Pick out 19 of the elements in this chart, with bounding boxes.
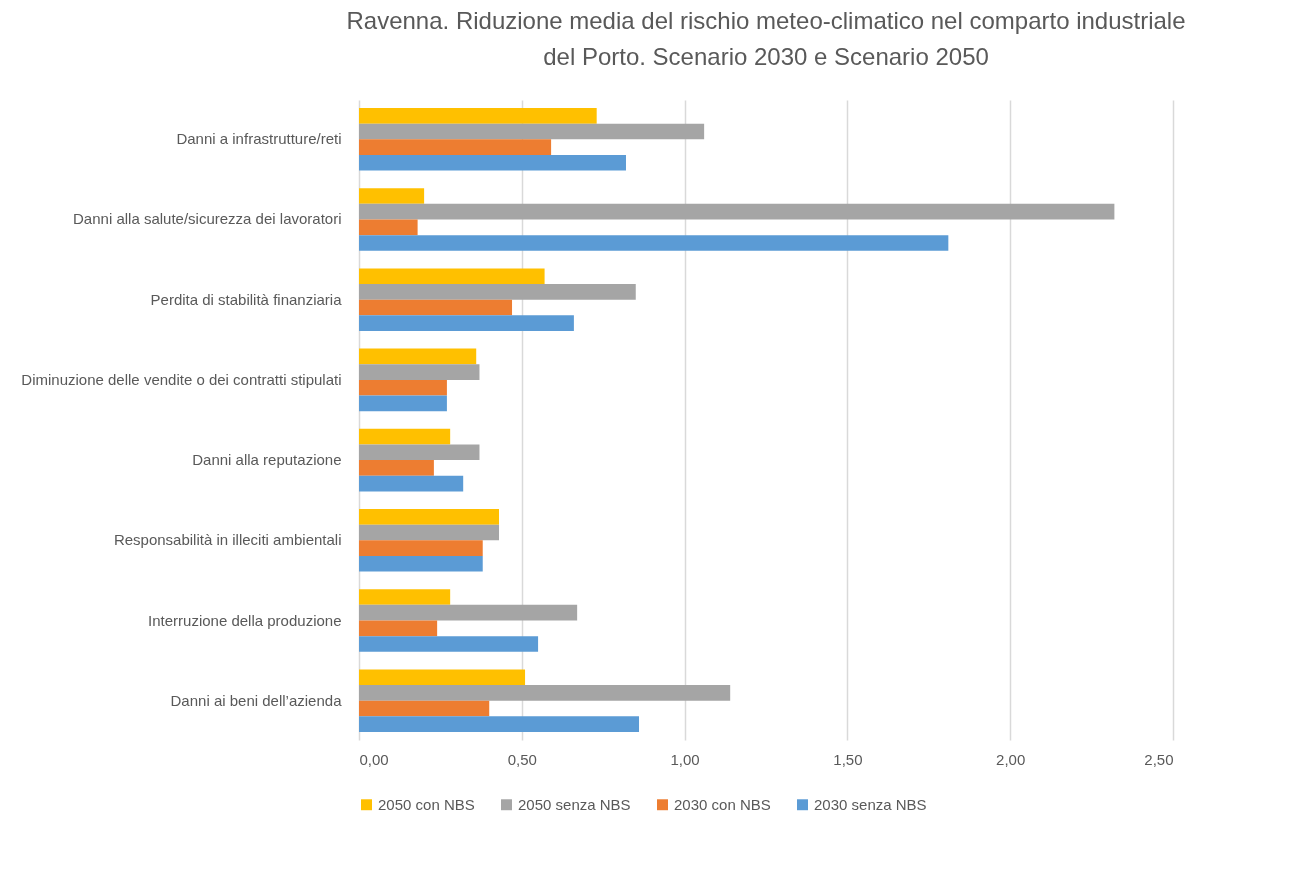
y-tick-label: Danni alla salute/sicurezza dei lavoratori	[73, 210, 342, 228]
x-tick-label: 1,00	[670, 750, 700, 768]
y-tick-label: Danni ai beni dell’azienda	[170, 691, 343, 709]
x-tick-label: 0,50	[507, 750, 537, 768]
y-tick-label: Danni a infrastrutture/reti	[176, 130, 342, 148]
y-tick-label: Diminuzione delle vendite o dei contratti stipulati	[21, 370, 342, 388]
legend-label: 2030 con NBS	[674, 795, 771, 813]
x-tick-label: 2,50	[1144, 750, 1174, 768]
legend-label: 2050 con NBS	[378, 795, 475, 813]
x-tick-label: 1,50	[833, 750, 863, 768]
y-tick-label: Perdita di stabilità finanziaria	[150, 290, 343, 308]
legend-label: 2050 senza NBS	[518, 795, 631, 813]
legend-label: 2030 senza NBS	[814, 795, 927, 813]
x-tick-label: 0,00	[359, 750, 389, 768]
y-tick-label: Danni alla reputazione	[192, 451, 342, 469]
y-tick-label: Responsabilità in illeciti ambientali	[113, 531, 342, 549]
y-tick-label: Interruzione della produzione	[148, 611, 342, 629]
chart-title: Ravenna. Riduzione media del rischio meteo-climatico nel comparto industriale del Porto. Scenario 2030 e Scenario 2050	[346, 7, 1186, 70]
x-tick-label: 2,00	[996, 750, 1026, 768]
